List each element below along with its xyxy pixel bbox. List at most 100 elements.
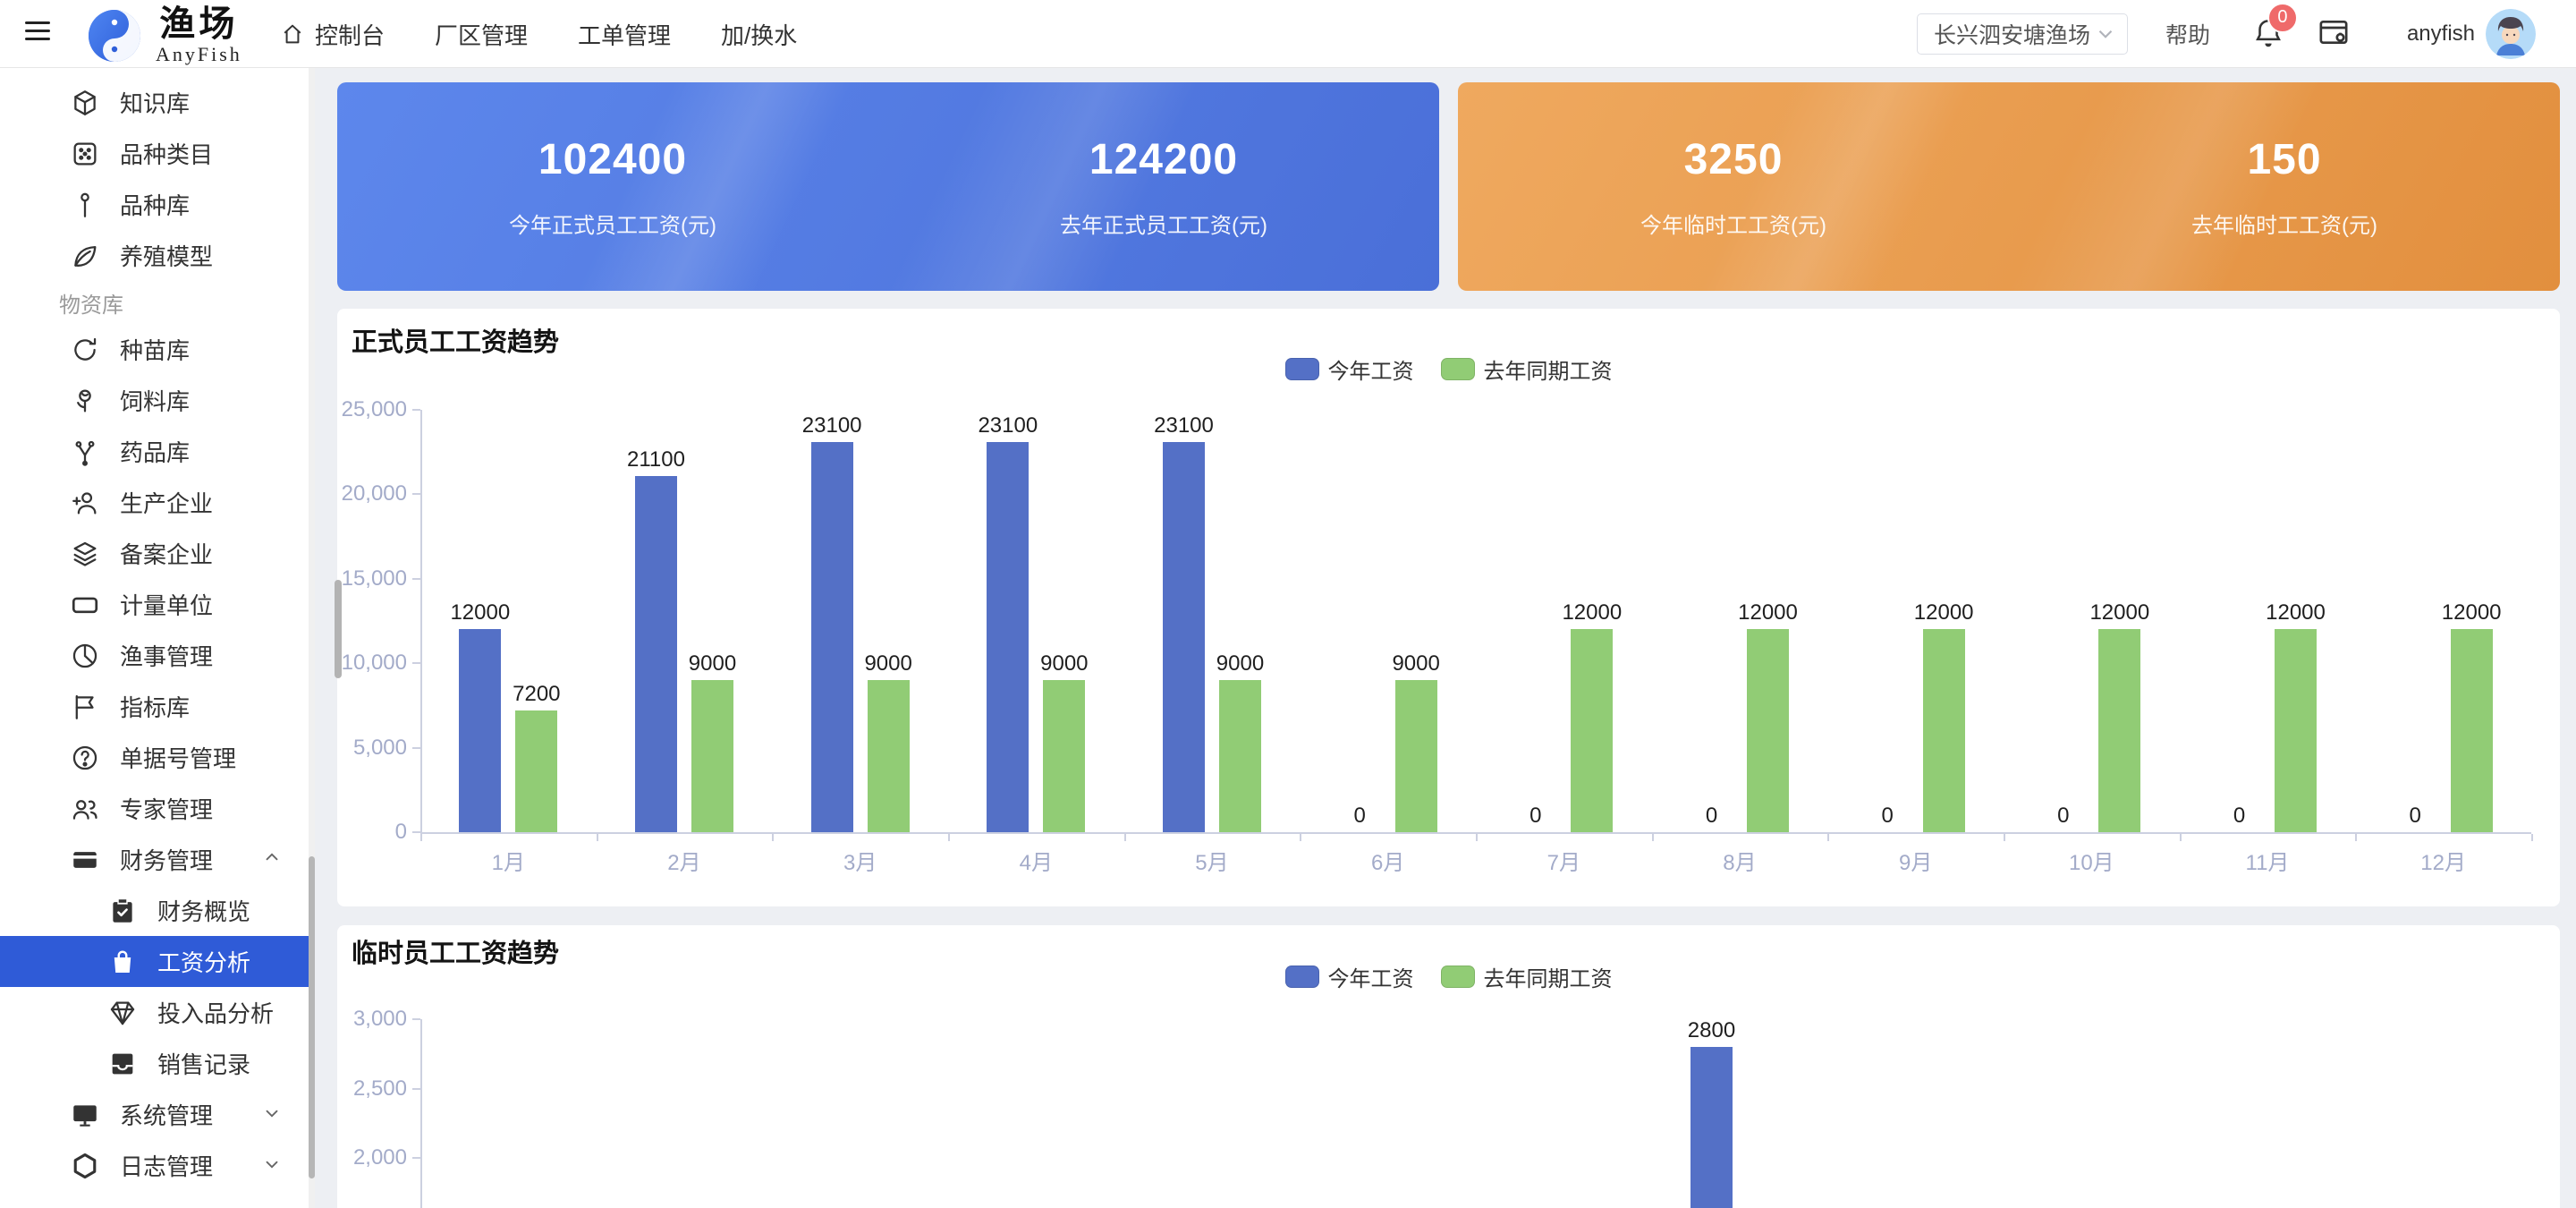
stat-card-orange: 3250 今年临时工工资(元) 150 去年临时工工资(元)	[1458, 82, 2560, 291]
logo-text-en: AnyFish	[156, 43, 242, 65]
y-tick-label: 20,000	[341, 481, 407, 506]
bar-12月-去年同期工资	[2450, 629, 2493, 832]
nav-factory-management[interactable]: 厂区管理	[435, 18, 528, 51]
leaf-icon	[70, 241, 100, 271]
y-tick-label: 2,000	[352, 1145, 407, 1170]
sidebar-item-credit-card[interactable]: 财务管理	[0, 834, 314, 885]
legend-item[interactable]: 今年工资	[1284, 961, 1414, 992]
slingshot-icon	[70, 437, 100, 467]
legend-swatch	[1284, 358, 1319, 380]
x-tick-label: 1月	[491, 851, 525, 875]
sidebar-item-inbox[interactable]: 销售记录	[0, 1038, 314, 1089]
sidebar-item-flag[interactable]: 指标库	[0, 681, 314, 732]
stat-block: 124200 去年正式员工工资(元)	[888, 82, 1439, 291]
farm-select-dropdown[interactable]: 长兴泗安塘渔场	[1916, 13, 2128, 55]
sidebar-item-label: 单据号管理	[120, 745, 237, 772]
legend-item[interactable]: 今年工资	[1284, 353, 1414, 385]
x-axis-tick	[2179, 834, 2182, 841]
legend-item[interactable]: 去年同期工资	[1440, 961, 1613, 992]
y-axis-tick	[412, 746, 420, 749]
sidebar-item-user-plus[interactable]: 生产企业	[0, 477, 314, 528]
x-axis-tick	[420, 834, 422, 841]
sidebar-item-dice[interactable]: 品种类目	[0, 128, 314, 179]
y-tick-label: 5,000	[352, 735, 407, 760]
sidebar-item-pin[interactable]: 品种库	[0, 179, 314, 230]
y-tick-label: 10,000	[341, 651, 407, 676]
content-scrollbar-thumb[interactable]	[335, 580, 342, 678]
sidebar-scrollbar-track	[309, 68, 315, 1208]
nav-console[interactable]: 控制台	[277, 18, 385, 51]
bar-value-label: 9000	[864, 651, 912, 676]
bar-value-label: 7200	[513, 682, 561, 707]
x-tick-label: 5月	[1195, 851, 1229, 875]
x-tick-label: 12月	[2420, 851, 2466, 875]
sidebar-item-layers[interactable]: 备案企业	[0, 528, 314, 579]
flag-icon	[70, 692, 100, 722]
bar-value-label: 12000	[450, 600, 511, 625]
workbench-settings-icon[interactable]	[2316, 14, 2351, 55]
y-axis-line	[420, 1019, 422, 1208]
sidebar-item-monitor[interactable]: 系统管理	[0, 1089, 314, 1140]
legend-label: 去年同期工资	[1483, 360, 1613, 384]
x-tick-label: 4月	[1019, 851, 1053, 875]
bar-2月-去年同期工资	[691, 680, 733, 832]
notification-bell-icon[interactable]: 0	[2251, 2, 2298, 54]
dice-icon	[70, 139, 100, 169]
sidebar-scrollbar-thumb[interactable]	[309, 856, 315, 1178]
x-axis-tick	[1123, 834, 1126, 841]
sidebar-item-users[interactable]: 专家管理	[0, 783, 314, 834]
sidebar-item-clipboard-check[interactable]: 财务概览	[0, 885, 314, 936]
bar-value-label: 12000	[2441, 600, 2502, 625]
username-label[interactable]: anyfish	[2406, 21, 2475, 46]
legend-item[interactable]: 去年同期工资	[1440, 353, 1613, 385]
x-axis-line	[420, 832, 2531, 834]
sidebar-item-label: 财务管理	[120, 847, 214, 874]
bar-value-label: 23100	[801, 413, 862, 438]
sidebar-item-leaf[interactable]: 养殖模型	[0, 230, 314, 281]
help-link[interactable]: 帮助	[2165, 23, 2210, 48]
stat-label: 今年临时工工资(元)	[1640, 213, 1826, 238]
sidebar-item-slingshot[interactable]: 药品库	[0, 426, 314, 477]
bar-2月-今年工资	[635, 475, 677, 832]
nav-workorder-management[interactable]: 工单管理	[578, 18, 671, 51]
sidebar-item-hexagon[interactable]: 日志管理	[0, 1140, 314, 1191]
sidebar-item-label: 渔事管理	[120, 643, 214, 670]
sidebar-item-label: 备案企业	[120, 541, 214, 568]
sidebar-item-refresh[interactable]: 种苗库	[0, 324, 314, 375]
sidebar-item-label: 计量单位	[120, 592, 214, 619]
home-icon	[277, 19, 308, 49]
legend-label: 今年工资	[1327, 967, 1414, 991]
sidebar-item-rose[interactable]: 饲料库	[0, 375, 314, 426]
stat-value: 3250	[1683, 135, 1784, 183]
bar-value-label: 9000	[1040, 651, 1089, 676]
sidebar-item-gem[interactable]: 投入品分析	[0, 987, 314, 1038]
sidebar-item-label: 销售记录	[157, 1051, 251, 1078]
hamburger-menu-icon[interactable]	[25, 21, 52, 47]
nav-water-exchange[interactable]: 加/换水	[721, 18, 797, 51]
sidebar-item-pie[interactable]: 渔事管理	[0, 630, 314, 681]
sidebar-item-label: 品种类目	[120, 141, 214, 168]
sidebar-item-label: 生产企业	[120, 490, 214, 517]
avatar[interactable]	[2486, 9, 2536, 59]
stat-block: 150 去年临时工工资(元)	[2009, 82, 2560, 291]
y-tick-label: 25,000	[341, 397, 407, 421]
bar-value-label: 0	[1353, 804, 1366, 828]
sidebar-item-question-circle[interactable]: 单据号管理	[0, 732, 314, 783]
legend-swatch	[1440, 358, 1475, 380]
stat-block: 102400 今年正式员工工资(元)	[337, 82, 888, 291]
x-axis-tick	[1827, 834, 1830, 841]
fish-logo-icon	[86, 7, 143, 64]
sidebar-item-cube[interactable]: 知识库	[0, 77, 314, 128]
y-axis-tick	[412, 1018, 420, 1020]
nav-item-label: 厂区管理	[435, 21, 529, 49]
sidebar-item-shopping-bag[interactable]: 工资分析	[0, 936, 314, 987]
sidebar-item-unit-card[interactable]: 计量单位	[0, 579, 314, 630]
bar-value-label: 12000	[1562, 600, 1623, 625]
user-plus-icon	[70, 488, 100, 518]
bar-3月-去年同期工资	[867, 680, 910, 832]
x-tick-label: 10月	[2068, 851, 2114, 875]
clipboard-check-icon	[107, 896, 138, 926]
x-tick-label: 8月	[1723, 851, 1757, 875]
chart-title: 临时员工工资趋势	[352, 940, 560, 968]
